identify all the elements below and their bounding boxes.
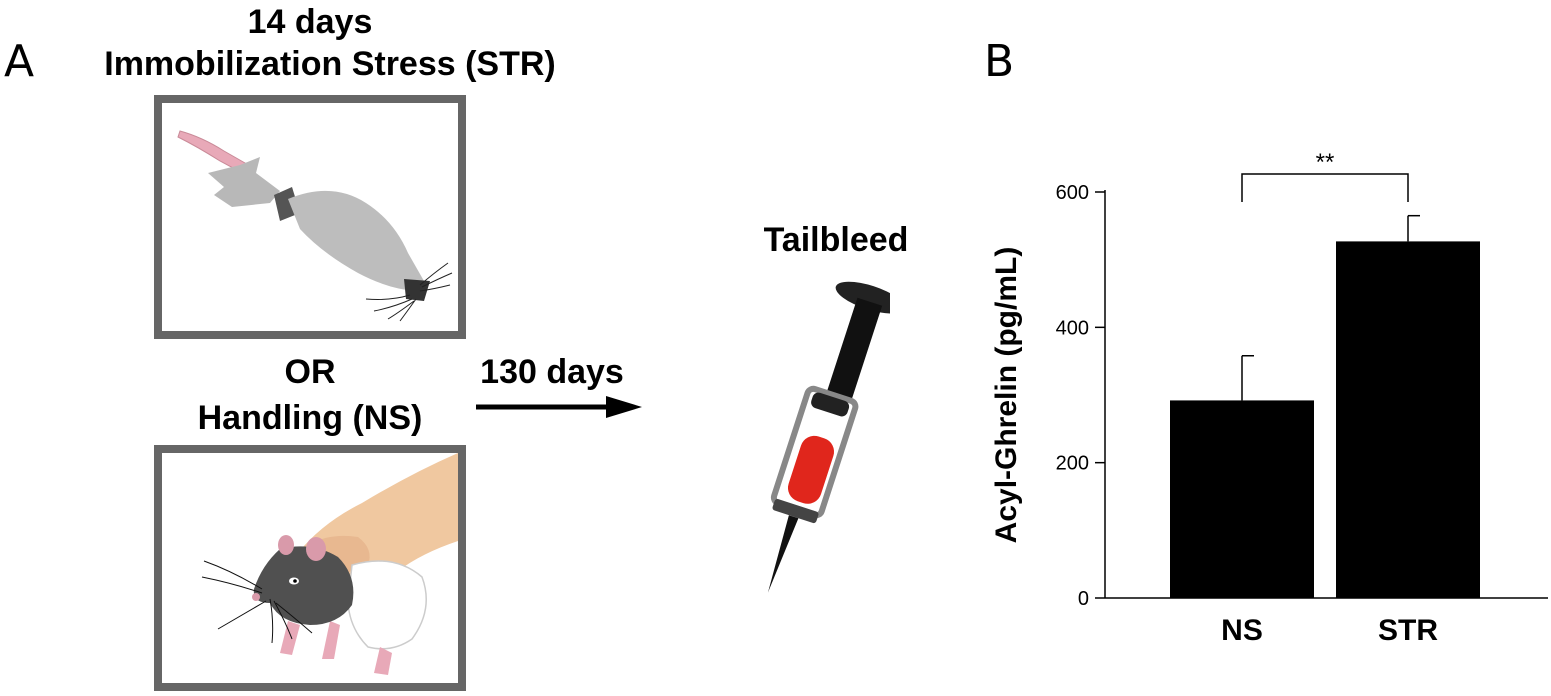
y-tick-label: 0 [1078,588,1089,610]
restraint-frame [154,95,466,339]
x-tick-label: STR [1378,614,1438,647]
significance-label: ** [1316,149,1335,176]
syringe-icon [767,281,890,593]
procedure-label: Tailbleed [763,221,909,259]
acyl-ghrelin-bar-chart: 0 200 400 600 Acyl-Ghrelin (pg/mL) NS STR ** [990,149,1548,647]
restrained-rat-icon [177,130,453,322]
bar-ns [1170,400,1314,598]
x-tick-label: NS [1221,614,1263,647]
y-tick-label: 400 [1056,317,1089,339]
significance-bracket [1241,173,1409,202]
handling-title: Handling (NS) [197,399,423,437]
panel-a-label: A [4,36,35,87]
y-axis-label: Acyl-Ghrelin (pg/mL) [990,247,1023,544]
stress-title: Immobilization Stress (STR) [104,45,556,83]
handled-rat-icon [201,453,458,675]
time-arrow-icon [476,396,642,418]
or-label: OR [284,353,336,391]
bar-str [1336,241,1480,598]
handling-frame [154,445,466,691]
panel-b-label: B [984,36,1015,87]
stress-duration: 14 days [247,3,373,41]
arrow-label: 130 days [480,353,624,391]
y-tick-label: 200 [1056,453,1089,475]
y-tick-label: 600 [1056,182,1089,204]
